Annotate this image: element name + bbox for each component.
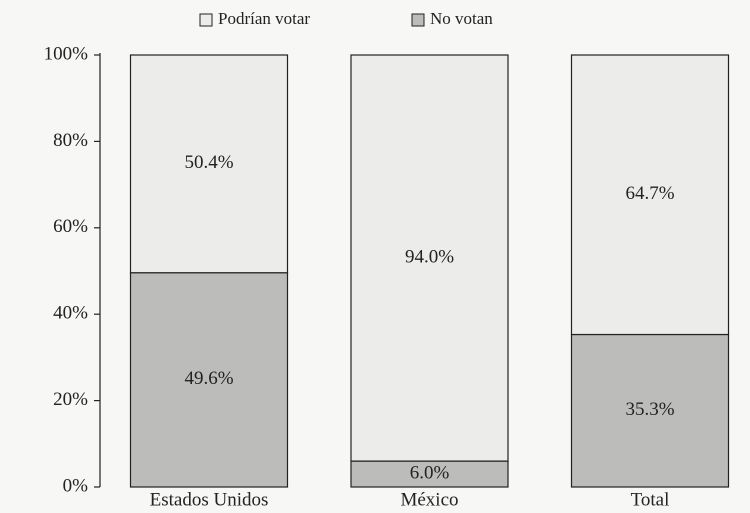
y-tick-label: 20% xyxy=(53,389,88,410)
y-tick-label: 60% xyxy=(53,216,88,237)
bar-segment xyxy=(129,54,289,274)
bar-segment xyxy=(129,272,289,488)
bar-segment xyxy=(570,333,730,488)
value-label: 49.6% xyxy=(184,368,233,389)
legend-label: No votan xyxy=(430,9,493,28)
value-label: 35.3% xyxy=(625,399,674,420)
x-tick-label: Total xyxy=(631,489,670,510)
y-tick-label: 80% xyxy=(53,130,88,151)
x-tick-label: Estados Unidos xyxy=(150,489,269,510)
value-label: 94.0% xyxy=(405,246,454,267)
y-tick-label: 100% xyxy=(44,43,89,64)
y-tick-label: 40% xyxy=(53,303,88,324)
legend-swatch xyxy=(411,13,425,27)
bar-segment xyxy=(350,460,509,488)
legend-swatch xyxy=(199,13,213,27)
value-label: 6.0% xyxy=(410,462,450,483)
value-label: 50.4% xyxy=(184,152,233,173)
legend-label: Podrían votar xyxy=(218,9,310,28)
y-tick-label: 0% xyxy=(63,475,89,496)
x-tick-label: México xyxy=(400,489,458,510)
bar-segment xyxy=(570,54,730,336)
value-label: 64.7% xyxy=(625,183,674,204)
bar-segment xyxy=(350,54,509,462)
